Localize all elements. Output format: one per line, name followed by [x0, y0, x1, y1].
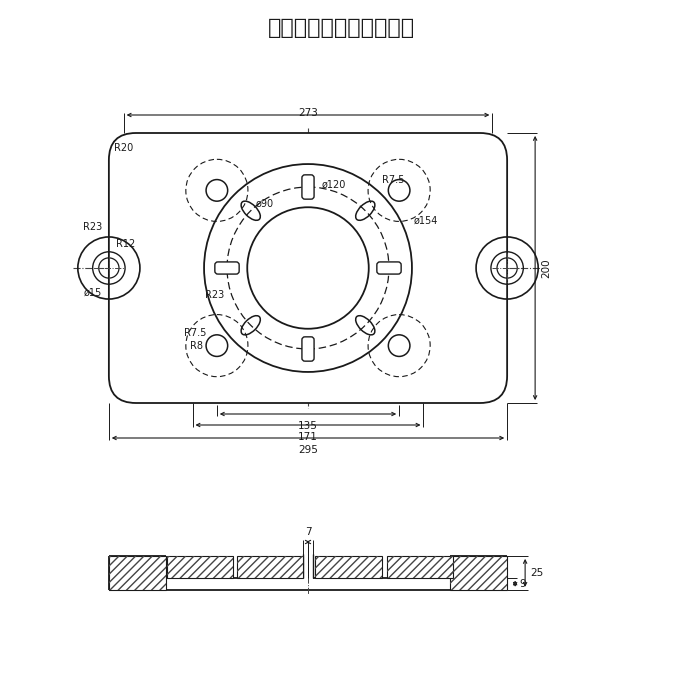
FancyBboxPatch shape: [215, 262, 239, 274]
Text: R8: R8: [190, 342, 203, 351]
Text: R23: R23: [83, 223, 102, 232]
FancyBboxPatch shape: [109, 133, 507, 403]
FancyBboxPatch shape: [302, 175, 314, 199]
Bar: [316, 556, 382, 578]
Bar: [167, 556, 233, 578]
Text: 295: 295: [298, 445, 318, 455]
Bar: [387, 556, 453, 578]
Text: 7: 7: [305, 527, 311, 537]
Bar: [450, 556, 507, 589]
Bar: [237, 556, 303, 578]
Text: ø154: ø154: [413, 216, 438, 226]
Text: 手押しポンプ用鉄ベース: 手押しポンプ用鉄ベース: [268, 18, 415, 38]
Text: 25: 25: [530, 568, 544, 578]
Bar: [450, 556, 507, 589]
Text: 200: 200: [541, 258, 551, 278]
Text: 273: 273: [298, 108, 318, 118]
Text: 9: 9: [519, 579, 526, 589]
Bar: [109, 556, 165, 589]
Text: R20: R20: [114, 143, 133, 153]
Text: R7.5: R7.5: [382, 176, 404, 185]
Bar: [237, 556, 303, 578]
Text: ø15: ø15: [84, 288, 102, 297]
Bar: [109, 556, 165, 589]
Text: R12: R12: [115, 238, 135, 249]
FancyBboxPatch shape: [377, 262, 401, 274]
Bar: [387, 556, 453, 578]
Text: ø90: ø90: [256, 198, 275, 208]
Text: 135: 135: [298, 421, 318, 431]
Text: ø120: ø120: [322, 180, 346, 189]
Bar: [167, 556, 233, 578]
Text: R7.5: R7.5: [184, 328, 207, 338]
Text: 171: 171: [298, 432, 318, 442]
Bar: [316, 556, 382, 578]
FancyBboxPatch shape: [302, 337, 314, 361]
Text: R23: R23: [205, 290, 224, 300]
